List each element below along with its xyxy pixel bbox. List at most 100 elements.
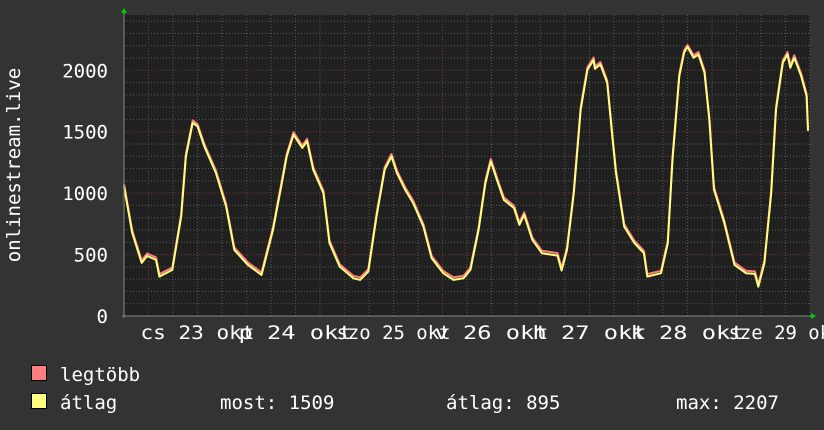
- data-point-avg: [623, 225, 625, 228]
- x-tick-label: sze 29 okt: [729, 322, 824, 344]
- data-point-max: [697, 51, 699, 53]
- data-point-max: [192, 119, 194, 122]
- data-point-avg: [196, 125, 199, 127]
- data-point-avg: [660, 272, 662, 274]
- data-point-avg: [757, 286, 759, 288]
- data-point-avg: [185, 155, 187, 158]
- data-point-avg: [301, 147, 303, 149]
- data-point-avg: [203, 145, 205, 147]
- x-tick-label: h 27 okt: [533, 322, 647, 344]
- data-point-avg: [396, 172, 398, 174]
- data-point-avg: [306, 140, 308, 142]
- legend-label-max: legtöbb: [60, 364, 140, 386]
- y-tick-label: 1500: [62, 122, 108, 144]
- data-point-avg: [782, 62, 784, 64]
- data-point-max: [793, 54, 795, 56]
- data-point-max: [592, 57, 595, 59]
- data-point-avg: [352, 277, 354, 279]
- data-point-avg: [225, 205, 227, 208]
- data-point-avg: [359, 279, 361, 281]
- data-point-max: [306, 138, 308, 140]
- data-point-avg: [754, 273, 756, 275]
- data-point-avg: [723, 222, 725, 224]
- data-point-avg: [612, 138, 614, 141]
- data-point-avg: [633, 242, 636, 244]
- data-point-avg: [192, 122, 194, 124]
- data-point-avg: [683, 52, 685, 54]
- data-point-avg: [131, 232, 133, 234]
- data-point-avg: [328, 242, 331, 244]
- data-point-avg: [260, 274, 263, 276]
- data-point-max: [196, 123, 199, 125]
- data-point-avg: [708, 118, 710, 121]
- data-point-avg: [280, 185, 282, 187]
- y-tick-label: 2000: [62, 60, 108, 82]
- data-point-max: [513, 205, 515, 207]
- data-point-max: [359, 276, 361, 279]
- data-point-avg: [531, 239, 533, 241]
- data-point-avg: [412, 202, 414, 204]
- data-point-max: [247, 261, 249, 264]
- data-point-avg: [713, 189, 715, 191]
- data-point-max: [523, 211, 525, 213]
- data-point-avg: [469, 269, 472, 271]
- data-point-avg: [615, 172, 617, 174]
- stat-maximum: max: 2207: [676, 392, 779, 414]
- data-point-max: [292, 131, 295, 133]
- data-point-avg: [477, 229, 480, 231]
- data-point-avg: [496, 179, 498, 181]
- y-tick-labels: 0 500 1000 1500 2000: [62, 60, 108, 328]
- data-point-avg: [541, 252, 543, 254]
- legend-swatch-max: [31, 365, 47, 381]
- data-point-avg: [775, 109, 777, 111]
- y-axis-label: onlinestream.live: [3, 68, 25, 262]
- data-point-avg: [646, 275, 648, 278]
- x-tick-label: cs 23 okt: [141, 322, 255, 344]
- x-tick-label: k 28 okt: [631, 322, 745, 344]
- data-point-max: [452, 276, 454, 279]
- data-point-max: [155, 256, 157, 258]
- data-point-max: [462, 275, 465, 277]
- legend-label-avg: átlag: [60, 392, 117, 414]
- data-point-avg: [247, 264, 249, 266]
- data-point-avg: [556, 254, 559, 257]
- data-point-max: [745, 270, 747, 272]
- data-point-avg: [431, 257, 433, 259]
- data-point-avg: [693, 57, 695, 59]
- data-point-avg: [763, 262, 766, 264]
- data-point-avg: [678, 75, 680, 77]
- data-point-avg: [272, 229, 274, 231]
- data-point-avg: [180, 215, 182, 218]
- data-point-avg: [586, 68, 589, 71]
- data-point-avg: [158, 275, 160, 278]
- data-point-avg: [155, 259, 157, 261]
- data-point-avg: [146, 255, 148, 257]
- data-point-avg: [703, 72, 706, 74]
- y-axis-arrow-icon: [121, 8, 127, 13]
- data-point-avg: [503, 199, 505, 201]
- data-point-max: [754, 270, 756, 273]
- data-point-avg: [322, 192, 325, 194]
- data-point-avg: [800, 75, 802, 77]
- data-point-avg: [686, 46, 689, 48]
- data-point-avg: [404, 189, 406, 191]
- data-point-avg: [233, 249, 235, 251]
- x-axis-arrow-icon: [811, 313, 816, 319]
- data-point-avg: [580, 109, 582, 111]
- data-point-avg: [513, 207, 515, 209]
- data-point-max: [599, 61, 601, 63]
- data-point-avg: [339, 266, 341, 268]
- data-point-avg: [452, 279, 454, 281]
- data-point-avg: [594, 68, 596, 70]
- y-tick-label: 0: [97, 306, 108, 328]
- data-point-avg: [390, 155, 393, 158]
- data-point-avg: [490, 160, 492, 162]
- data-point-avg: [606, 82, 608, 84]
- data-point-avg: [462, 277, 465, 279]
- stat-average: átlag: 895: [446, 392, 560, 414]
- series-line-avg: [123, 45, 809, 288]
- data-point-avg: [793, 57, 795, 59]
- stat-current: most: 1509: [220, 392, 334, 414]
